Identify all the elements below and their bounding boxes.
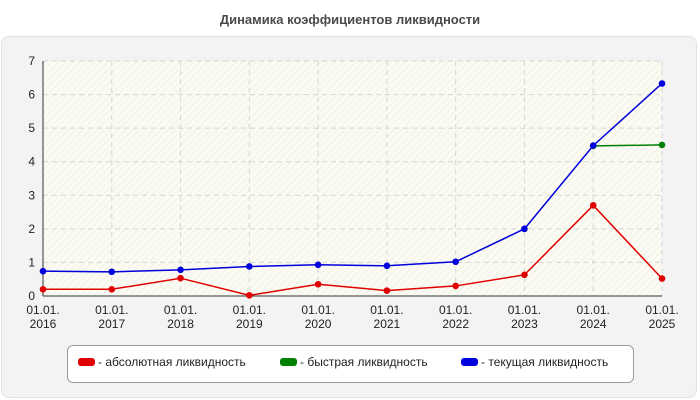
legend-label-absolute: - абсолютная ликвидность <box>98 355 246 369</box>
legend-swatch-current <box>461 358 478 366</box>
series-line-2 <box>42 82 663 273</box>
x-tick-label: 01.01. 2019 <box>233 303 266 331</box>
data-point-series-0 <box>314 280 322 288</box>
data-point-series-2 <box>177 266 184 274</box>
data-point-series-2 <box>246 263 253 270</box>
y-tick-label: 3 <box>28 188 35 202</box>
data-point-series-2 <box>383 262 391 270</box>
data-point-series-2 <box>314 261 322 269</box>
y-tick-label: 0 <box>28 289 35 303</box>
legend-item-current: - текущая ликвидность <box>461 355 608 369</box>
data-point-series-2 <box>108 268 116 276</box>
legend-label-quick: - быстрая ликвидность <box>300 355 428 369</box>
legend-item-absolute: - абсолютная ликвидность <box>78 355 246 369</box>
x-tick-label: 01.01. 2018 <box>164 303 197 331</box>
data-point-series-2 <box>521 225 528 233</box>
legend-swatch-absolute <box>78 358 95 366</box>
chart-title: Динамика коэффициентов ликвидности <box>219 12 481 27</box>
data-point-series-0 <box>108 285 116 293</box>
y-tick-label: 5 <box>28 121 35 135</box>
x-tick-label: 01.01. 2023 <box>508 303 541 331</box>
data-point-series-2 <box>658 80 666 87</box>
x-tick-label: 01.01. 2021 <box>370 303 403 331</box>
data-point-series-0 <box>177 274 184 282</box>
data-point-series-2 <box>589 142 597 149</box>
chart-legend: - абсолютная ликвидность - быстрая ликви… <box>67 345 634 383</box>
y-tick-label: 7 <box>28 54 35 68</box>
y-tick-label: 4 <box>28 155 35 169</box>
legend-swatch-quick <box>280 358 297 366</box>
data-point-series-2 <box>452 258 459 266</box>
data-point-series-0 <box>658 275 666 282</box>
legend-item-quick: - быстрая ликвидность <box>280 355 428 369</box>
y-tick-label: 6 <box>28 88 35 102</box>
y-tick-label: 2 <box>28 222 35 236</box>
data-point-series-0 <box>589 202 597 209</box>
x-tick-label: 01.01. 2024 <box>577 303 610 331</box>
plot-area <box>43 61 662 296</box>
data-point-series-0 <box>246 292 253 299</box>
series-line-0 <box>43 204 663 297</box>
x-tick-label: 01.01. 2025 <box>645 303 678 331</box>
legend-label-current: - текущая ликвидность <box>481 355 609 369</box>
data-point-series-0 <box>383 287 391 294</box>
series-line-1 <box>593 144 663 147</box>
data-point-series-0 <box>39 285 47 293</box>
data-point-series-0 <box>521 271 528 279</box>
data-point-series-1 <box>658 141 666 149</box>
x-tick-label: 01.01. 2017 <box>95 303 128 331</box>
x-tick-label: 01.01. 2020 <box>301 303 334 331</box>
data-point-series-0 <box>452 282 459 290</box>
x-tick-label: 01.01. 2016 <box>26 303 59 331</box>
x-tick-label: 01.01. 2022 <box>439 303 472 331</box>
data-point-series-2 <box>39 267 47 275</box>
y-tick-label: 1 <box>28 255 35 269</box>
